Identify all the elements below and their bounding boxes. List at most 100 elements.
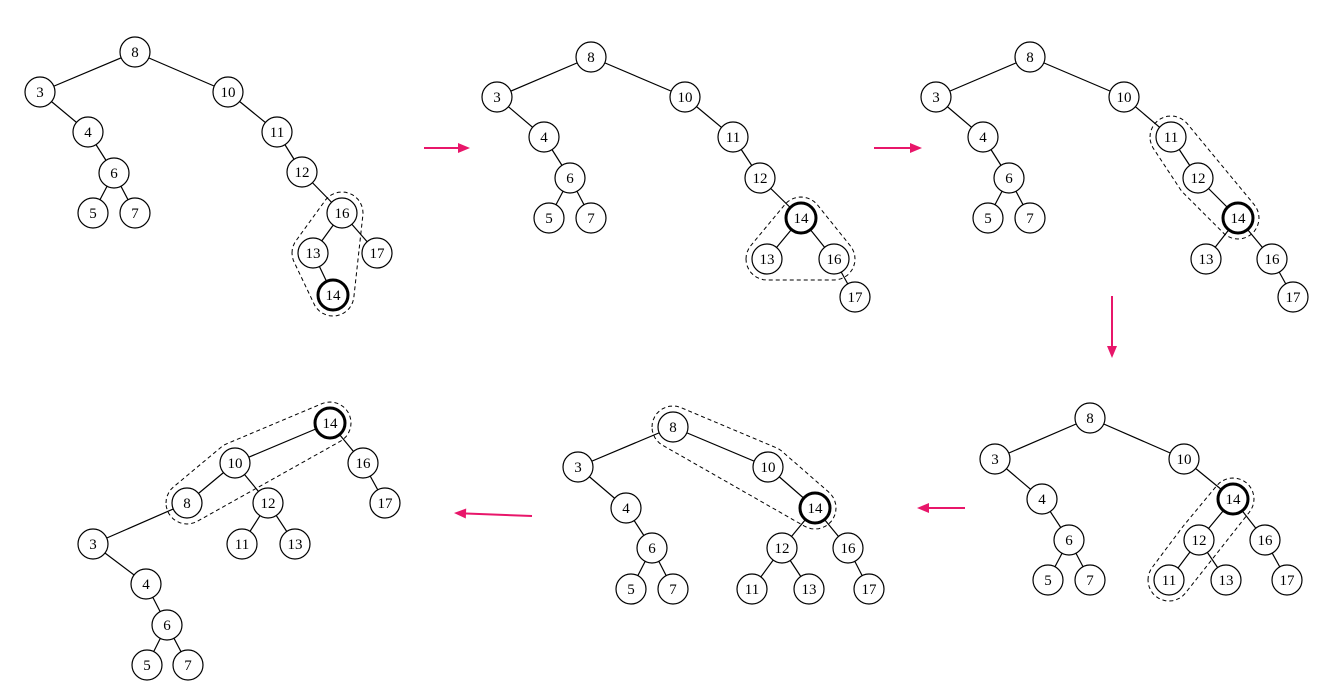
tree-step-2: 8 3 4 6 5 7 10 11 12 14 13 16 17 (481, 41, 871, 313)
tree-node: 10 (1168, 443, 1200, 475)
tree-node: 4 (967, 121, 999, 153)
node-label: 5 (1044, 573, 1052, 589)
tree-node: 7 (172, 649, 204, 681)
tree-node: 17 (853, 573, 885, 605)
node-circle-highlighted (316, 278, 350, 312)
node-label: 17 (862, 582, 878, 598)
tree-node: 13 (793, 573, 825, 605)
node-label: 5 (143, 658, 151, 674)
transition-arrow-left (917, 503, 965, 513)
node-circle (839, 281, 871, 313)
node-circle-highlighted (784, 201, 818, 235)
node-label: 10 (228, 456, 243, 472)
node-label: 6 (163, 618, 171, 634)
node-circle (657, 411, 689, 443)
tree-node: 16 (347, 447, 379, 479)
node-circle (920, 81, 952, 113)
node-circle (252, 487, 284, 519)
node-circle (1053, 524, 1085, 556)
node-circle (1168, 443, 1200, 475)
tree-node: 17 (1271, 564, 1303, 596)
tree-node: 13 (1190, 243, 1222, 275)
node-circle (326, 197, 358, 229)
node-label: 17 (1286, 290, 1302, 306)
node-circle (77, 528, 109, 560)
tree-node: 11 (261, 116, 293, 148)
highlight-group-outline (165, 401, 352, 525)
transition-arrow-down (1107, 296, 1117, 358)
node-label: 6 (648, 541, 656, 557)
node-label: 12 (1191, 171, 1206, 187)
node-circle (528, 121, 560, 153)
node-circle (793, 573, 825, 605)
node-label: 8 (587, 50, 595, 66)
tree-node: 6 (636, 532, 668, 564)
tree-step-5: 8 3 4 6 5 7 10 14 12 11 13 16 17 (562, 405, 885, 605)
node-circle (1249, 524, 1281, 556)
node-label: 17 (1280, 573, 1296, 589)
tree-node: 6 (151, 609, 183, 641)
node-label: 7 (1026, 211, 1034, 227)
node-label: 13 (1199, 252, 1214, 268)
node-circle (533, 202, 565, 234)
node-label: 14 (1231, 211, 1247, 227)
tree-node: 4 (528, 121, 560, 153)
node-circle (636, 532, 668, 564)
node-label: 3 (991, 452, 999, 468)
tree-node: 14 (1216, 482, 1250, 516)
tree-node: 4 (72, 116, 104, 148)
tree-node: 5 (972, 202, 1004, 234)
node-circle (575, 202, 607, 234)
tree-node: 3 (481, 81, 513, 113)
node-label: 11 (745, 582, 759, 598)
highlight-group-outline (745, 196, 856, 281)
transition-arrow-left (454, 508, 533, 519)
node-circle (562, 451, 594, 483)
node-circle (657, 573, 689, 605)
node-circle (832, 532, 864, 564)
node-label: 12 (1192, 533, 1207, 549)
node-label: 8 (183, 496, 191, 512)
tree-node: 14 (313, 406, 347, 440)
tree-node: 8 (171, 487, 203, 519)
node-label: 8 (669, 420, 677, 436)
node-label: 17 (848, 290, 864, 306)
node-label: 5 (89, 206, 97, 222)
tree-node: 10 (1108, 81, 1140, 113)
node-circle (119, 197, 151, 229)
highlight-group-outline (651, 405, 837, 530)
node-label: 14 (326, 288, 342, 304)
arrow-head-icon (1107, 346, 1117, 358)
node-label: 6 (1005, 171, 1013, 187)
tree-node: 10 (219, 447, 251, 479)
highlight-group-outline (1149, 115, 1260, 240)
node-circle (1277, 281, 1309, 313)
node-label: 3 (574, 460, 582, 476)
tree-edge (1089, 417, 1185, 460)
tree-edge (935, 56, 1031, 98)
node-label: 4 (622, 501, 630, 517)
node-circle (818, 243, 850, 275)
tree-node: 10 (669, 81, 701, 113)
node-label: 13 (288, 537, 303, 553)
node-circle (751, 243, 783, 275)
node-circle (1074, 402, 1106, 434)
tree-node: 17 (839, 281, 871, 313)
node-label: 3 (932, 90, 940, 106)
tree-edge (994, 417, 1091, 460)
node-circle (1183, 524, 1215, 556)
tree-node: 14 (784, 201, 818, 235)
arrow-head-icon (454, 508, 467, 519)
tree-node: 10 (752, 451, 784, 483)
tree-node: 17 (369, 487, 401, 519)
node-circle (1014, 41, 1046, 73)
node-circle (967, 121, 999, 153)
tree-node: 14 (798, 491, 832, 525)
tree-node: 8 (575, 41, 607, 73)
node-circle (212, 76, 244, 108)
node-label: 13 (802, 582, 817, 598)
node-label: 17 (370, 246, 386, 262)
node-circle (1182, 162, 1214, 194)
tree-node: 17 (361, 237, 393, 269)
node-circle-highlighted (313, 406, 347, 440)
